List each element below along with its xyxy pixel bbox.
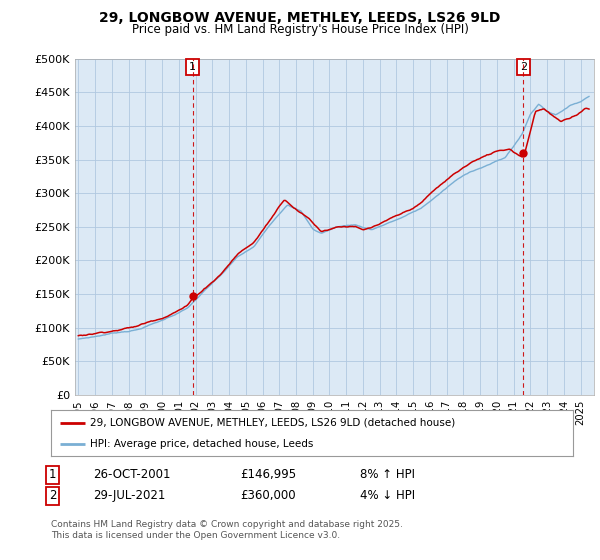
Text: 4% ↓ HPI: 4% ↓ HPI xyxy=(360,489,415,502)
Text: 2: 2 xyxy=(520,62,527,72)
Text: 29-JUL-2021: 29-JUL-2021 xyxy=(93,489,166,502)
Text: HPI: Average price, detached house, Leeds: HPI: Average price, detached house, Leed… xyxy=(90,439,314,449)
Text: 29, LONGBOW AVENUE, METHLEY, LEEDS, LS26 9LD (detached house): 29, LONGBOW AVENUE, METHLEY, LEEDS, LS26… xyxy=(90,418,455,428)
Text: Price paid vs. HM Land Registry's House Price Index (HPI): Price paid vs. HM Land Registry's House … xyxy=(131,22,469,36)
Text: 8% ↑ HPI: 8% ↑ HPI xyxy=(360,468,415,482)
Text: 2: 2 xyxy=(49,489,56,502)
Text: Contains HM Land Registry data © Crown copyright and database right 2025.
This d: Contains HM Land Registry data © Crown c… xyxy=(51,520,403,540)
Text: 29, LONGBOW AVENUE, METHLEY, LEEDS, LS26 9LD: 29, LONGBOW AVENUE, METHLEY, LEEDS, LS26… xyxy=(100,11,500,25)
Text: 26-OCT-2001: 26-OCT-2001 xyxy=(93,468,170,482)
Text: 1: 1 xyxy=(189,62,196,72)
Text: £146,995: £146,995 xyxy=(240,468,296,482)
Text: 1: 1 xyxy=(49,468,56,482)
Text: £360,000: £360,000 xyxy=(240,489,296,502)
